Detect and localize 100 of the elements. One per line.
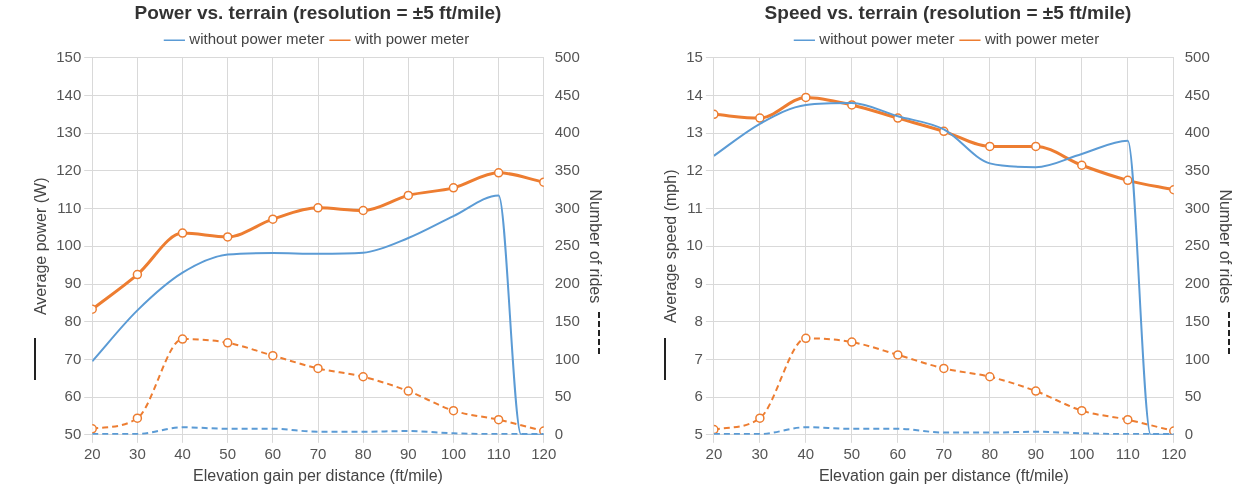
point <box>493 168 504 178</box>
x-tick-label: 30 <box>751 444 769 462</box>
point <box>893 350 903 360</box>
point <box>985 141 995 152</box>
x-tick-label: 60 <box>889 444 907 462</box>
y-tick-label: 50 <box>64 424 82 442</box>
y2-tick-label: 400 <box>554 123 580 141</box>
legend-label: without power meter <box>188 30 325 48</box>
x-tick-label: 40 <box>797 444 815 462</box>
x-tick-label: 30 <box>129 444 146 462</box>
point <box>1031 386 1041 396</box>
y2-tick-label: 250 <box>1184 236 1210 254</box>
y-axis-title: Average speed (mph) <box>662 169 680 324</box>
y-tick-label: 150 <box>56 47 82 65</box>
y-tick-label: 60 <box>64 387 82 405</box>
y2-tick-label: 250 <box>554 236 580 254</box>
point <box>132 269 143 280</box>
point <box>1077 405 1087 416</box>
y-tick-label: 15 <box>686 47 703 65</box>
x-tick-label: 50 <box>219 444 237 462</box>
y-tick-label: 120 <box>56 161 82 179</box>
y-tick-label: 12 <box>686 161 703 179</box>
y2-tick-label: 150 <box>1184 311 1210 329</box>
y-tick-label: 110 <box>57 198 82 216</box>
y-tick-label: 14 <box>686 85 703 103</box>
x-tick-label: 110 <box>486 444 511 462</box>
y2-tick-label: 300 <box>1184 198 1210 216</box>
y-tick-label: 6 <box>694 387 703 405</box>
y2-tick-label: 150 <box>554 311 580 329</box>
point <box>358 205 368 216</box>
legend-label: without power meter <box>818 30 955 48</box>
y-axis-title: Average power (W) <box>32 177 50 316</box>
point <box>801 92 811 103</box>
y2-tick-label: 200 <box>1184 274 1210 292</box>
y-tick-label: 8 <box>694 311 703 329</box>
point <box>755 113 765 123</box>
x-tick-label: 20 <box>83 444 101 462</box>
x-tick-label: 50 <box>843 444 861 462</box>
y-tick-label: 13 <box>686 123 703 141</box>
chart-title: Power vs. terrain (resolution = ±5 ft/mile) <box>134 1 502 23</box>
x-tick-label: 70 <box>935 444 953 462</box>
y2-tick-label: 100 <box>554 349 580 367</box>
x-tick-label: 90 <box>1027 444 1045 462</box>
y2-tick-label: 50 <box>1184 387 1202 405</box>
y-tick-label: 11 <box>687 198 703 216</box>
point <box>939 363 949 374</box>
y2-tick-label: 0 <box>1184 424 1194 442</box>
point <box>801 333 811 344</box>
y2-tick-label: 50 <box>554 387 572 405</box>
x-tick-label: 100 <box>1069 444 1095 462</box>
point <box>1077 160 1087 170</box>
point <box>358 371 368 382</box>
y2-tick-label: 300 <box>554 198 580 216</box>
y2-tick-label: 350 <box>1184 161 1210 179</box>
y2-axis-title: Number of rides <box>586 189 604 304</box>
y2-tick-label: 400 <box>1184 123 1210 141</box>
x-tick-label: 120 <box>1161 444 1187 462</box>
point <box>177 334 188 344</box>
point <box>1123 414 1133 425</box>
chart-title: Speed vs. terrain (resolution = ±5 ft/mile) <box>764 1 1132 23</box>
point <box>313 203 323 213</box>
y-tick-label: 5 <box>694 424 703 442</box>
point <box>847 337 857 347</box>
x-tick-label: 40 <box>174 444 191 462</box>
x-tick-label: 20 <box>705 444 723 462</box>
point <box>1031 141 1041 152</box>
x-tick-label: 70 <box>309 444 327 462</box>
y2-tick-label: 500 <box>1184 47 1210 65</box>
x-tick-label: 110 <box>1115 444 1140 462</box>
point <box>985 371 995 382</box>
y2-tick-label: 450 <box>1184 85 1210 103</box>
x-tick-label: 80 <box>354 444 372 462</box>
y-tick-label: 80 <box>64 311 82 329</box>
y-tick-label: 140 <box>56 85 82 103</box>
y2-tick-label: 350 <box>554 161 580 179</box>
y-tick-label: 10 <box>686 236 703 254</box>
y-tick-label: 130 <box>56 123 82 141</box>
y-tick-label: 70 <box>64 349 82 367</box>
x-tick-label: 60 <box>264 444 282 462</box>
x-tick-label: 80 <box>981 444 999 462</box>
y2-tick-label: 450 <box>554 85 580 103</box>
point <box>448 405 459 416</box>
point <box>222 338 233 348</box>
x-axis-title: Elevation gain per distance (ft/mile) <box>818 466 1069 484</box>
y2-tick-label: 0 <box>554 424 564 442</box>
point <box>268 214 278 224</box>
point <box>1123 175 1133 186</box>
point <box>403 190 414 201</box>
legend-label: with power meter <box>353 30 470 48</box>
point <box>448 183 459 193</box>
point <box>132 413 143 423</box>
legend-label: with power meter <box>983 30 1100 48</box>
y-tick-label: 90 <box>64 274 82 292</box>
point <box>403 386 414 396</box>
y-tick-label: 9 <box>694 274 703 292</box>
x-tick-label: 90 <box>399 444 417 462</box>
point <box>268 350 278 361</box>
x-tick-label: 120 <box>531 444 557 462</box>
y2-tick-label: 500 <box>554 47 580 65</box>
point <box>493 414 504 425</box>
